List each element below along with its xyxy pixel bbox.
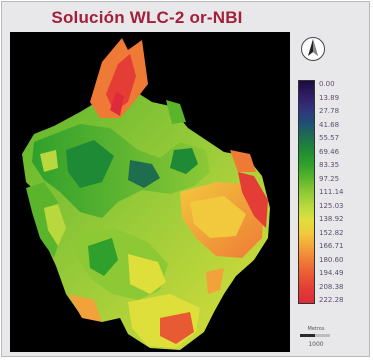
legend-label: 125.03 [319,201,344,210]
map-region-west [26,182,62,258]
legend-label: 194.49 [319,269,344,277]
map-title: Solución WLC-2 or-NBI [51,8,243,27]
map-region-dark-green-3 [170,148,198,174]
map-figure: Solución WLC-2 or-NBI [1,1,370,357]
suitability-map [22,38,270,350]
legend-label: 180.60 [319,255,344,264]
legend-label: 166.71 [319,242,344,250]
map-region-east-orange [230,150,256,172]
legend-label: 55.57 [319,134,340,142]
map-region-west-light [44,204,66,246]
map-region-north-edge [110,92,124,116]
scale-line [300,334,330,337]
legend-label: 138.92 [319,215,344,223]
legend-color-ramp [298,80,315,304]
map-region-south-yellow [128,254,166,294]
scale-bar: Metros 1000 [298,326,334,354]
legend-label: 13.89 [319,93,340,102]
legend-label: 27.78 [319,107,340,115]
north-arrow-icon [301,37,325,61]
map-region-dark-green-2 [128,160,160,188]
map-region-patch-1 [166,100,186,124]
legend: 0.00 13.89 27.78 41.68 55.57 69.46 83.35 97.25 1… [298,78,368,306]
map-region-east-red [238,172,268,228]
legend-label: 41.68 [319,120,340,129]
map-region-dark-green [66,140,114,188]
scale-unit-label: Metros [307,326,325,332]
map-region-south-green [88,238,118,276]
map-region-tail-red [160,312,194,344]
legend-label: 111.14 [319,188,344,196]
scale-value-label: 1000 [308,341,324,348]
map-region-tail-orange [68,294,102,322]
legend-labels: 0.00 13.89 27.78 41.68 55.57 69.46 83.35 97.25 1… [319,78,367,306]
map-region-east-yellow [190,196,246,238]
legend-label: 83.35 [319,161,340,169]
map-region-patch-3 [40,150,58,172]
legend-label: 69.46 [319,147,340,156]
legend-label: 97.25 [319,174,340,183]
map-region-north-core [106,54,136,112]
legend-label: 208.38 [319,282,344,291]
legend-label: 0.00 [319,80,335,88]
legend-label: 152.82 [319,228,344,237]
map-panel [10,32,290,352]
map-region-patch-2 [206,268,224,294]
legend-label: 222.28 [319,296,344,304]
